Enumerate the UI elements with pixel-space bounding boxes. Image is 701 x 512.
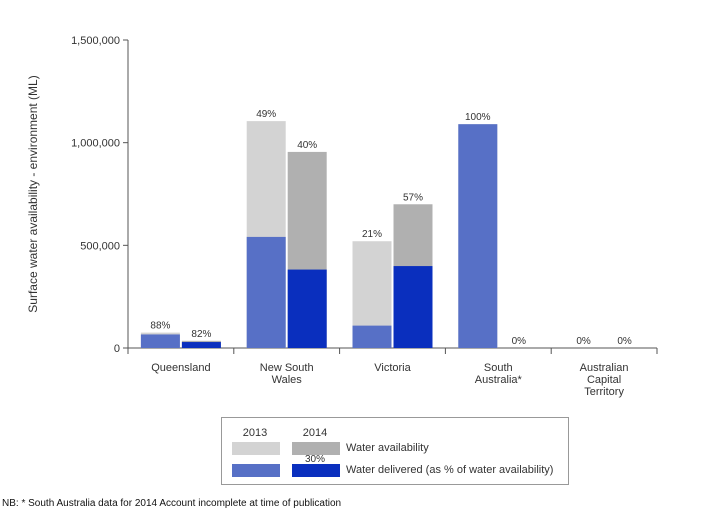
pct-label-2014: 57% bbox=[403, 192, 423, 203]
legend-swatch-delivered-2013 bbox=[232, 464, 280, 477]
pct-label-2013: 100% bbox=[465, 112, 491, 123]
pct-label-2014: 0% bbox=[617, 336, 632, 347]
category-label: Victoria bbox=[374, 362, 411, 374]
y-tick-label: 1,500,000 bbox=[71, 35, 120, 47]
bar-delivered-2014 bbox=[393, 266, 433, 348]
footnote: NB: * South Australia data for 2014 Acco… bbox=[2, 498, 342, 509]
legend-swatch-availability-2014 bbox=[292, 442, 340, 455]
category-label: Wales bbox=[272, 374, 303, 386]
y-tick-label: 0 bbox=[114, 343, 120, 355]
pct-label-2013: 0% bbox=[576, 336, 591, 347]
legend-label-availability: Water availability bbox=[346, 442, 429, 454]
pct-label-2013: 49% bbox=[256, 109, 276, 120]
pct-label-2014: 82% bbox=[191, 329, 211, 340]
pct-label-2013: 88% bbox=[150, 321, 170, 332]
legend-label-delivered: Water delivered (as % of water availabil… bbox=[346, 464, 554, 476]
bar-delivered-2014 bbox=[287, 269, 327, 348]
pct-label-2013: 21% bbox=[362, 229, 382, 240]
category-label: Capital bbox=[587, 374, 621, 386]
pct-label-2014: 40% bbox=[297, 140, 317, 151]
bar-delivered-2013 bbox=[140, 334, 180, 348]
category-label: Australian bbox=[580, 362, 629, 374]
legend-swatch-delivered-2014 bbox=[292, 464, 340, 477]
category-label: South bbox=[484, 362, 513, 374]
category-label: Australia* bbox=[475, 374, 523, 386]
y-axis-title: Surface water availability - environment… bbox=[26, 75, 40, 312]
legend-sample-pct: 30% bbox=[304, 454, 325, 465]
legend-year-2013: 2013 bbox=[242, 427, 268, 439]
legend-swatch-availability-2013 bbox=[232, 442, 280, 455]
category-label: Territory bbox=[584, 386, 624, 398]
bar-delivered-2013 bbox=[458, 124, 498, 348]
legend-year-2014: 2014 bbox=[302, 427, 328, 439]
legend: 2013 2014 Water availability 30% Water d… bbox=[221, 417, 569, 485]
bar-delivered-2014 bbox=[181, 342, 221, 348]
y-tick-label: 1,000,000 bbox=[71, 138, 120, 150]
y-tick-label: 500,000 bbox=[80, 240, 120, 252]
bar-delivered-2013 bbox=[246, 236, 286, 348]
category-label: Queensland bbox=[151, 362, 210, 374]
bar-delivered-2013 bbox=[352, 325, 392, 348]
pct-label-2014: 0% bbox=[512, 336, 527, 347]
category-label: New South bbox=[260, 362, 314, 374]
chart: Surface water availability - environment… bbox=[26, 35, 658, 398]
